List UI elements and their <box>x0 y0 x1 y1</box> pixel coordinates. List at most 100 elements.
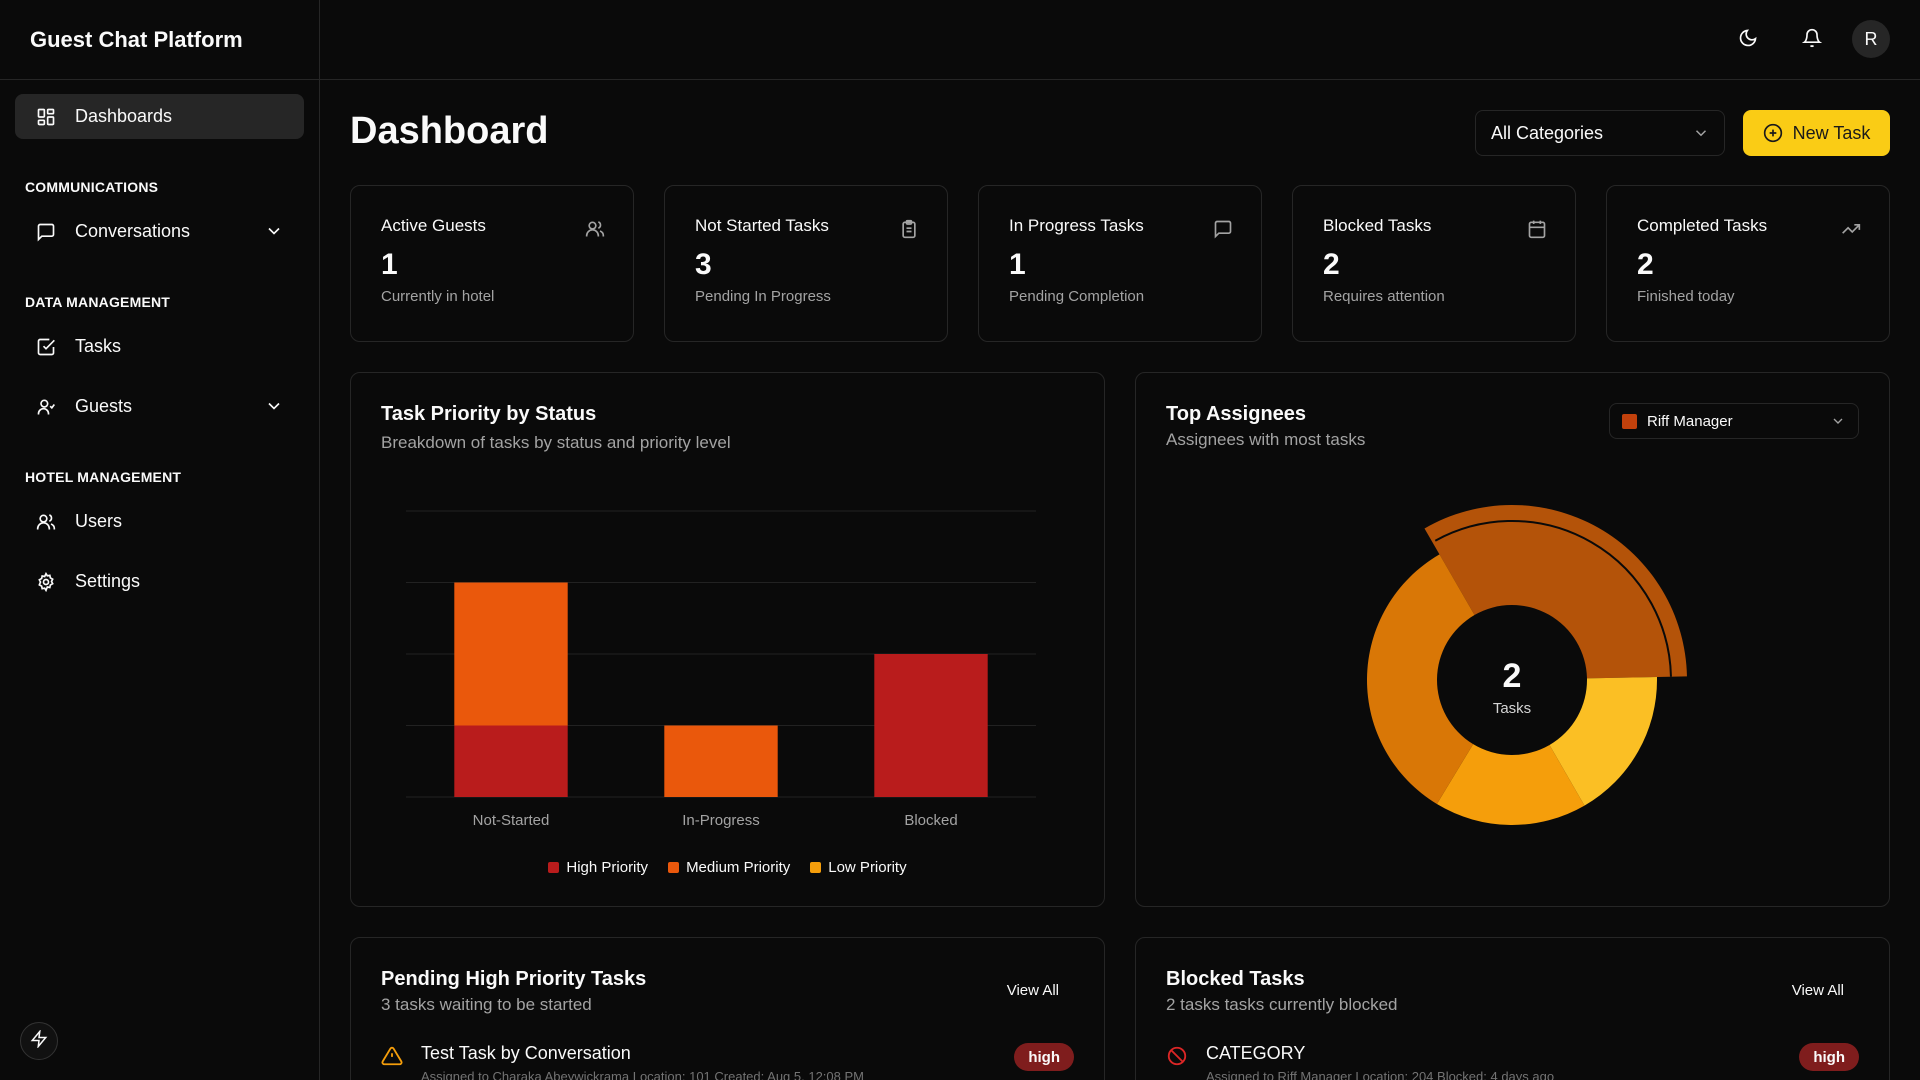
priority-chart-card: Task Priority by Status Breakdown of tas… <box>350 372 1105 907</box>
message-square-icon <box>35 221 57 243</box>
priority-badge: high <box>1799 1043 1859 1071</box>
donut-slice[interactable] <box>1549 676 1658 806</box>
bell-icon <box>1801 28 1823 53</box>
new-task-button[interactable]: New Task <box>1743 110 1890 156</box>
sidebar-nav: Dashboards COMMUNICATIONS Conversations … <box>0 80 319 604</box>
bar-segment <box>454 725 568 797</box>
card-subtitle: Assignees with most tasks <box>1166 430 1366 449</box>
sidebar-item-dashboards[interactable]: Dashboards <box>15 94 304 139</box>
task-row[interactable]: CATEGORY Assigned to Riff Manager Locati… <box>1166 1043 1859 1080</box>
section-label-communications: COMMUNICATIONS <box>25 179 159 195</box>
donut-center-value: 2 <box>1503 657 1522 695</box>
card-subtitle: Breakdown of tasks by status and priorit… <box>381 433 731 452</box>
sidebar-item-label: Tasks <box>75 336 122 356</box>
user-icon <box>35 396 57 418</box>
view-all-link[interactable]: View All <box>1006 982 1059 999</box>
task-name: Test Task by Conversation <box>421 1043 631 1063</box>
avatar[interactable]: R <box>1852 20 1890 58</box>
donut-slice[interactable] <box>1367 554 1475 805</box>
sidebar-item-label: Guests <box>75 396 133 416</box>
bolt-button[interactable] <box>20 1022 58 1060</box>
legend-item-medium: Medium Priority <box>668 859 790 876</box>
stat-label: Blocked Tasks <box>1323 216 1432 235</box>
sidebar-item-conversations[interactable]: Conversations <box>15 209 304 254</box>
task-meta: Assigned to Charaka Abeywickrama Locatio… <box>421 1069 864 1080</box>
view-all-link[interactable]: View All <box>1791 982 1844 999</box>
users-icon <box>585 219 605 239</box>
stat-label: Not Started Tasks <box>695 216 829 235</box>
plus-circle-icon <box>1763 123 1783 143</box>
stats-row: Active Guests 1 Currently in hotel Not S… <box>350 185 1890 342</box>
chevron-down-icon[interactable] <box>264 396 284 416</box>
stat-value: 1 <box>381 248 398 281</box>
card-title: Task Priority by Status <box>381 403 597 425</box>
category-select[interactable]: All Categories <box>1475 110 1725 156</box>
sidebar-item-tasks[interactable]: Tasks <box>15 324 304 369</box>
page-title: Dashboard <box>350 110 549 152</box>
card-title: Blocked Tasks <box>1166 968 1305 990</box>
task-row[interactable]: Test Task by Conversation Assigned to Ch… <box>381 1043 1074 1080</box>
legend-swatch <box>548 862 560 873</box>
theme-toggle-button[interactable] <box>1734 26 1762 54</box>
x-tick-label: Blocked <box>904 812 957 829</box>
stat-value: 3 <box>695 248 712 281</box>
x-tick-label: In-Progress <box>682 812 760 829</box>
assignee-select[interactable]: Riff Manager <box>1609 403 1859 439</box>
chevron-down-icon <box>1692 124 1710 147</box>
chart-legend: High Priority Medium Priority Low Priori… <box>351 859 1104 876</box>
section-label-data-management: DATA MANAGEMENT <box>25 294 171 310</box>
stat-value: 1 <box>1009 248 1026 281</box>
trending-up-icon <box>1841 219 1861 239</box>
chevron-down-icon[interactable] <box>264 221 284 241</box>
stat-sub: Pending In Progress <box>695 288 831 305</box>
stat-sub: Pending Completion <box>1009 288 1145 305</box>
bolt-icon <box>30 1028 48 1053</box>
assignee-select-value: Riff Manager <box>1647 412 1733 430</box>
legend-label: High Priority <box>566 859 649 876</box>
users-icon <box>35 511 57 533</box>
legend-swatch <box>668 862 680 873</box>
top-assignees-card: Top Assignees Assignees with most tasks … <box>1135 372 1890 907</box>
spacer <box>15 369 304 384</box>
message-icon <box>1213 219 1233 239</box>
calendar-icon <box>1527 219 1547 239</box>
stat-card-blocked: Blocked Tasks 2 Requires attention <box>1292 185 1576 342</box>
stat-label: Active Guests <box>381 216 486 235</box>
card-subtitle: 3 tasks waiting to be started <box>381 995 592 1014</box>
donut-center-label: Tasks <box>1493 700 1531 717</box>
task-name: CATEGORY <box>1206 1043 1306 1063</box>
sidebar: Guest Chat Platform Dashboards COMMUNICA… <box>0 0 320 1080</box>
assignee-swatch <box>1622 413 1637 429</box>
legend-swatch <box>810 862 822 873</box>
stat-card-in-progress: In Progress Tasks 1 Pending Completion <box>978 185 1262 342</box>
sidebar-item-settings[interactable]: Settings <box>15 559 304 604</box>
legend-item-high: High Priority <box>548 859 648 876</box>
grid-icon <box>35 106 57 128</box>
legend-label: Medium Priority <box>686 859 791 876</box>
legend-label: Low Priority <box>828 859 907 876</box>
sidebar-item-label: Users <box>75 511 123 531</box>
notifications-button[interactable] <box>1798 26 1826 54</box>
stat-value: 2 <box>1637 248 1654 281</box>
sidebar-item-guests[interactable]: Guests <box>15 384 304 429</box>
x-tick-label: Not-Started <box>473 812 550 829</box>
sidebar-item-label: Conversations <box>75 221 191 241</box>
app-title: Guest Chat Platform <box>0 0 319 80</box>
donut-slice[interactable] <box>1424 505 1687 679</box>
spacer <box>15 544 304 559</box>
chevron-down-icon <box>1830 413 1846 433</box>
sidebar-item-users[interactable]: Users <box>15 499 304 544</box>
card-title: Top Assignees <box>1166 403 1307 425</box>
sidebar-item-label: Dashboards <box>75 106 173 126</box>
stat-card-not-started: Not Started Tasks 3 Pending In Progress <box>664 185 948 342</box>
donut-slice[interactable] <box>1436 744 1585 825</box>
card-subtitle: 2 tasks tasks currently blocked <box>1166 995 1398 1014</box>
topbar: R <box>320 0 1920 80</box>
assignee-donut-chart: Tasks 2 <box>1367 505 1687 825</box>
stat-card-completed: Completed Tasks 2 Finished today <box>1606 185 1890 342</box>
category-select-value: All Categories <box>1491 122 1604 143</box>
stat-card-active-guests: Active Guests 1 Currently in hotel <box>350 185 634 342</box>
blocked-tasks-card: Blocked Tasks 2 tasks tasks currently bl… <box>1135 937 1890 1080</box>
stat-value: 2 <box>1323 248 1340 281</box>
